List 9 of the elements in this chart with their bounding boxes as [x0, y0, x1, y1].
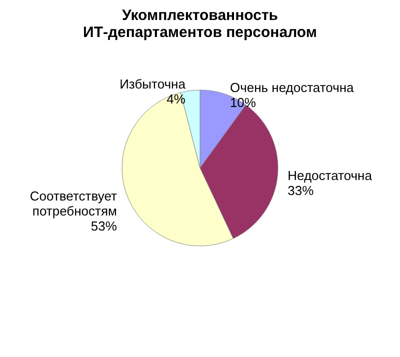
data-label: 53% — [90, 218, 118, 234]
slice-label: Недостаточна — [288, 168, 373, 183]
slice-label: Избыточна — [120, 76, 186, 92]
data-label: 4% — [166, 92, 186, 107]
data-label: 33% — [288, 182, 314, 198]
slice-label: Соответствует потребностям — [30, 188, 118, 218]
slice-label: Очень недостаточна — [230, 80, 355, 96]
data-label: 10% — [230, 95, 256, 110]
chart-title: Укомплектованность ИТ-департаментов персоналом — [83, 7, 317, 41]
